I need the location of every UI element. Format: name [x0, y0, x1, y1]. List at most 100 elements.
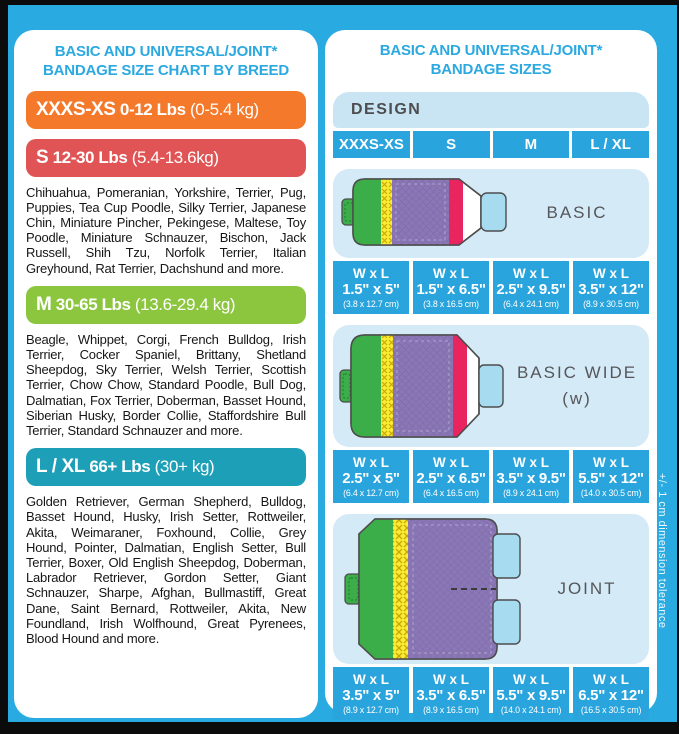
joint-size-row: W x L 3.5" x 5" (8.9 x 12.7 cm) W x L 3.… [333, 666, 649, 720]
size-cell: W x L 1.5" x 6.5" (3.8 x 16.5 cm) [413, 260, 489, 314]
cm-value: (16.5 x 30.5 cm) [580, 704, 642, 715]
joint-bandage-icon [344, 517, 521, 660]
badge-weight-label: 0-12 Lbs [119, 99, 186, 119]
size-cell: W x L 5.5" x 9.5" (14.0 x 24.1 cm) [493, 666, 569, 720]
wxl-label: W x L [513, 454, 549, 470]
wxl-label: W x L [433, 454, 469, 470]
size-cell: W x L 2.5" x 9.5" (6.4 x 24.1 cm) [493, 260, 569, 314]
wxl-label: W x L [593, 454, 629, 470]
size-cell: W x L 3.5" x 6.5" (8.9 x 16.5 cm) [413, 666, 489, 720]
product-label-joint: JOINT [557, 578, 617, 598]
size-cell: W x L 2.5" x 6.5" (6.4 x 16.5 cm) [413, 449, 489, 503]
column-header-xxxs-xs: XXXS-XS [333, 130, 410, 158]
badge-size-label: M [36, 293, 52, 315]
breed-chart-panel: BASIC AND UNIVERSAL/JOINT* BANDAGE SIZE … [14, 30, 318, 718]
cm-value: (3.8 x 12.7 cm) [343, 298, 399, 309]
dimension-tolerance-note: +/- 1 cm dimension tolerance [656, 473, 668, 629]
wxl-label: W x L [513, 671, 549, 687]
wxl-label: W x L [353, 454, 389, 470]
design-header: DESIGN [333, 91, 649, 128]
joint-card-illustration-box: JOINT [333, 513, 649, 664]
breed-list-medium: Beagle, Whippet, Corgi, French Bulldog, … [26, 331, 306, 438]
basic-wide-bandage-icon [339, 333, 504, 438]
column-header-m: M [492, 130, 570, 158]
size-cell: W x L 5.5" x 12" (14.0 x 30.5 cm) [573, 449, 649, 503]
column-header-l-xl: L / XL [572, 130, 649, 158]
basic-card-illustration-box: BASIC [333, 168, 649, 258]
wxl-label: W x L [513, 265, 549, 281]
breed-list-small: Chihuahua, Pomeranian, Yorkshire, Terrie… [26, 184, 306, 276]
basic-wide-label-line1: BASIC WIDE [516, 363, 638, 382]
badge-weight-label: 30-65 Lbs [55, 294, 131, 314]
product-card-joint: JOINT W x L 3.5" x 5" (8.9 x 12.7 cm) W … [333, 513, 649, 720]
badge-size-label: S [36, 146, 49, 168]
inches-value: 3.5" x 9.5" [496, 469, 566, 487]
badge-kg-label: (30+ kg) [154, 457, 215, 477]
size-cell: W x L 6.5" x 12" (16.5 x 30.5 cm) [573, 666, 649, 720]
cm-value: (6.4 x 24.1 cm) [503, 298, 559, 309]
column-header-s: S [412, 130, 490, 158]
basic-size-row: W x L 1.5" x 5" (3.8 x 12.7 cm) W x L 1.… [333, 260, 649, 314]
right-title-line2: BANDAGE SIZES [430, 60, 552, 78]
badge-kg-label: (0-5.4 kg) [190, 99, 259, 119]
cm-value: (14.0 x 30.5 cm) [580, 487, 642, 498]
inches-value: 3.5" x 12" [578, 280, 644, 298]
right-title-line1: BASIC AND UNIVERSAL/JOINT* [379, 42, 603, 59]
product-label-basic: BASIC [546, 203, 608, 223]
inches-value: 3.5" x 5" [342, 686, 400, 704]
cm-value: (8.9 x 24.1 cm) [503, 487, 559, 498]
inches-value: 3.5" x 6.5" [416, 686, 486, 704]
breed-list-large: Golden Retriever, German Shepherd, Bulld… [26, 494, 306, 646]
left-panel-title: BASIC AND UNIVERSAL/JOINT* BANDAGE SIZE … [26, 43, 306, 81]
size-badge-l-xl: L / XL 66+ Lbs (30+ kg) [26, 448, 306, 487]
product-card-basic-wide: BASIC WIDE (w) W x L 2.5" x 5" (6.4 x 12… [333, 324, 649, 503]
basic-wide-size-row: W x L 2.5" x 5" (6.4 x 12.7 cm) W x L 2.… [333, 449, 649, 503]
wxl-label: W x L [593, 265, 629, 281]
cm-value: (3.8 x 16.5 cm) [423, 298, 479, 309]
size-cell: W x L 3.5" x 12" (8.9 x 30.5 cm) [573, 260, 649, 314]
inches-value: 6.5" x 12" [578, 686, 644, 704]
cm-value: (8.9 x 12.7 cm) [343, 704, 399, 715]
right-panel-title: BASIC AND UNIVERSAL/JOINT* BANDAGE SIZES [333, 42, 649, 80]
inches-value: 1.5" x 6.5" [416, 280, 486, 298]
wxl-label: W x L [353, 671, 389, 687]
badge-kg-label: (5.4-13.6kg) [131, 147, 219, 167]
wxl-label: W x L [353, 265, 389, 281]
basic-bandage-icon [341, 178, 507, 246]
product-label-basic-wide: BASIC WIDE (w) [511, 360, 643, 411]
inches-value: 2.5" x 5" [342, 469, 400, 487]
size-badge-s: S 12-30 Lbs (5.4-13.6kg) [26, 138, 306, 177]
left-title-line1: BASIC AND UNIVERSAL/JOINT* [54, 43, 278, 60]
wxl-label: W x L [433, 671, 469, 687]
bandage-sizes-panel: BASIC AND UNIVERSAL/JOINT* BANDAGE SIZES… [325, 30, 657, 720]
cm-value: (8.9 x 16.5 cm) [423, 704, 479, 715]
cm-value: (14.0 x 24.1 cm) [500, 704, 562, 715]
size-badge-m: M 30-65 Lbs (13.6-29.4 kg) [26, 285, 306, 324]
size-cell: W x L 3.5" x 9.5" (8.9 x 24.1 cm) [493, 449, 569, 503]
basic-wide-card-illustration-box: BASIC WIDE (w) [333, 324, 649, 447]
basic-wide-label-line2: (w) [562, 388, 592, 408]
inches-value: 1.5" x 5" [342, 280, 400, 298]
cyan-background: BASIC AND UNIVERSAL/JOINT* BANDAGE SIZE … [8, 5, 677, 722]
badge-weight-label: 66+ Lbs [89, 457, 151, 477]
badge-size-label: L / XL [36, 456, 85, 478]
size-badge-xxxs-xs: XXXS-XS 0-12 Lbs (0-5.4 kg) [26, 90, 306, 129]
left-title-line2: BANDAGE SIZE CHART BY BREED [42, 61, 289, 79]
inches-value: 5.5" x 9.5" [496, 686, 566, 704]
wxl-label: W x L [593, 671, 629, 687]
cm-value: (8.9 x 30.5 cm) [583, 298, 639, 309]
badge-kg-label: (13.6-29.4 kg) [134, 294, 236, 314]
size-cell: W x L 1.5" x 5" (3.8 x 12.7 cm) [333, 260, 409, 314]
cm-value: (6.4 x 12.7 cm) [343, 487, 399, 498]
size-column-headers: XXXS-XS S M L / XL [333, 130, 649, 158]
inches-value: 5.5" x 12" [578, 469, 644, 487]
product-card-basic: BASIC W x L 1.5" x 5" (3.8 x 12.7 cm) W … [333, 168, 649, 314]
cm-value: (6.4 x 16.5 cm) [423, 487, 479, 498]
size-cell: W x L 2.5" x 5" (6.4 x 12.7 cm) [333, 449, 409, 503]
inches-value: 2.5" x 9.5" [496, 280, 566, 298]
badge-size-label: XXXS-XS [36, 98, 116, 120]
inches-value: 2.5" x 6.5" [416, 469, 486, 487]
wxl-label: W x L [433, 265, 469, 281]
badge-weight-label: 12-30 Lbs [52, 147, 128, 167]
size-cell: W x L 3.5" x 5" (8.9 x 12.7 cm) [333, 666, 409, 720]
